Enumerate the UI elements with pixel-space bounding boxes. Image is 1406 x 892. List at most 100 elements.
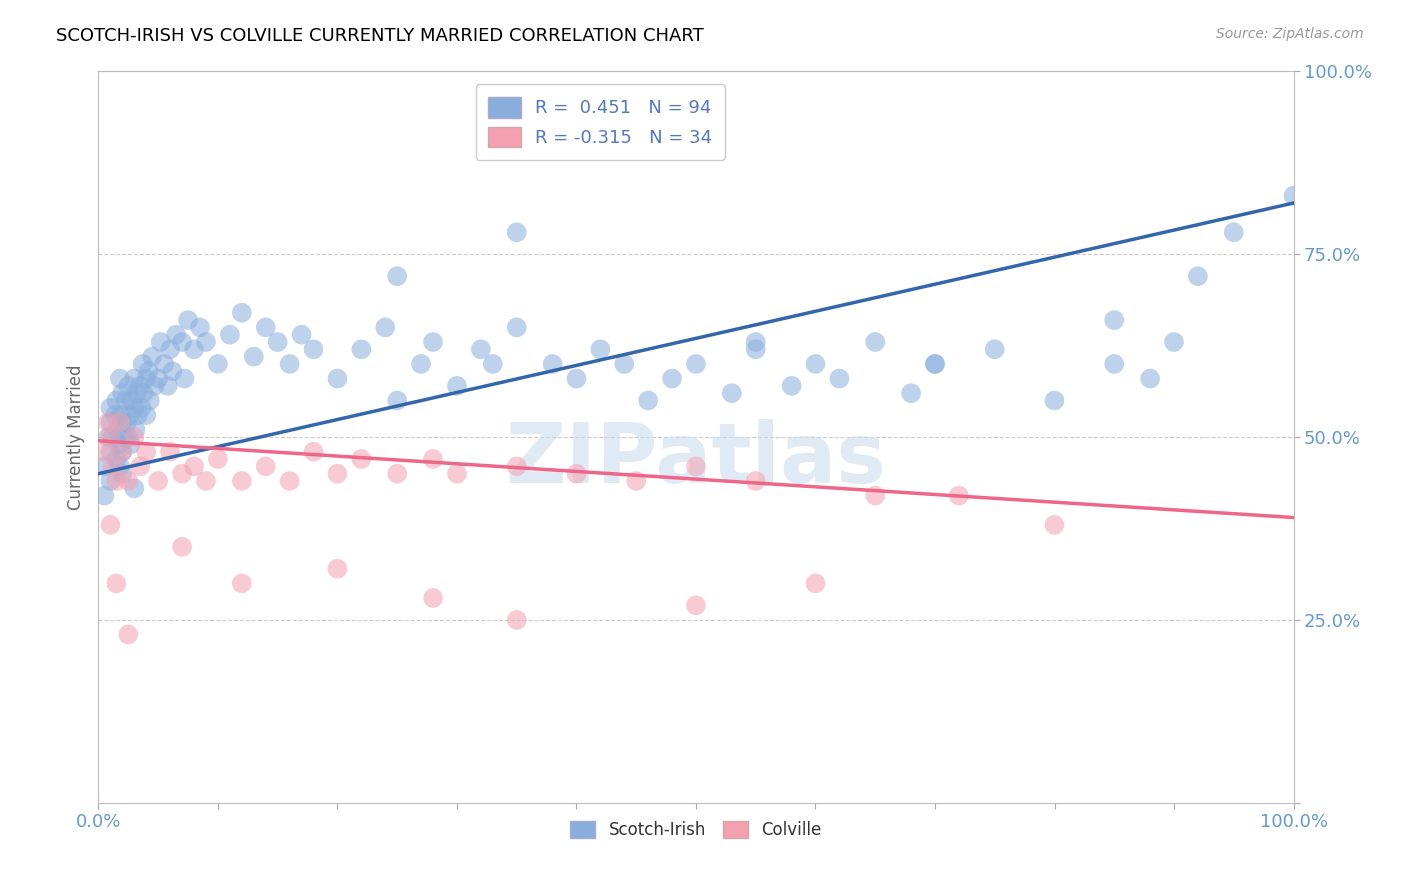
Point bbox=[231, 474, 253, 488]
Point bbox=[231, 576, 253, 591]
Point bbox=[924, 357, 946, 371]
Point bbox=[148, 474, 170, 488]
Point bbox=[105, 576, 128, 591]
Point bbox=[1104, 313, 1126, 327]
Point bbox=[385, 467, 409, 481]
Point bbox=[107, 437, 129, 451]
Point bbox=[111, 416, 134, 430]
Point bbox=[948, 489, 970, 503]
Point bbox=[172, 334, 194, 349]
Text: Source: ZipAtlas.com: Source: ZipAtlas.com bbox=[1216, 27, 1364, 41]
Point bbox=[745, 334, 768, 349]
Point bbox=[302, 444, 325, 458]
Point bbox=[159, 444, 181, 458]
Point bbox=[243, 350, 266, 364]
Point bbox=[129, 459, 152, 474]
Point bbox=[173, 371, 195, 385]
Point bbox=[98, 517, 122, 532]
Point bbox=[98, 430, 122, 444]
Point bbox=[422, 334, 444, 349]
Point bbox=[685, 357, 707, 371]
Y-axis label: Currently Married: Currently Married bbox=[66, 364, 84, 510]
Point bbox=[111, 444, 134, 458]
Point bbox=[118, 408, 141, 422]
Point bbox=[1139, 371, 1161, 385]
Point bbox=[422, 591, 444, 605]
Point bbox=[124, 401, 146, 415]
Point bbox=[148, 371, 170, 385]
Point bbox=[97, 430, 120, 444]
Point bbox=[93, 459, 115, 474]
Point bbox=[302, 343, 325, 357]
Point bbox=[105, 452, 128, 467]
Point bbox=[506, 613, 529, 627]
Point bbox=[143, 379, 166, 393]
Point bbox=[101, 459, 124, 474]
Point bbox=[1043, 517, 1066, 532]
Point bbox=[411, 357, 433, 371]
Point bbox=[207, 357, 229, 371]
Point bbox=[661, 371, 683, 385]
Point bbox=[291, 327, 314, 342]
Point bbox=[565, 467, 588, 481]
Point bbox=[135, 371, 157, 385]
Point bbox=[101, 430, 124, 444]
Point bbox=[188, 320, 211, 334]
Point bbox=[278, 474, 301, 488]
Point bbox=[108, 416, 131, 430]
Point bbox=[385, 393, 409, 408]
Point bbox=[135, 408, 157, 422]
Point bbox=[1282, 188, 1305, 202]
Point bbox=[183, 343, 205, 357]
Point bbox=[125, 386, 148, 401]
Point bbox=[626, 474, 648, 488]
Point bbox=[98, 474, 122, 488]
Point bbox=[254, 459, 277, 474]
Point bbox=[804, 357, 827, 371]
Point bbox=[98, 444, 122, 458]
Point bbox=[195, 474, 218, 488]
Point bbox=[565, 371, 588, 385]
Point bbox=[162, 364, 184, 378]
Point bbox=[254, 320, 277, 334]
Point bbox=[195, 334, 218, 349]
Point bbox=[924, 357, 946, 371]
Point bbox=[120, 437, 142, 451]
Point bbox=[124, 423, 146, 437]
Point bbox=[149, 334, 172, 349]
Point bbox=[267, 334, 290, 349]
Point bbox=[117, 379, 139, 393]
Point bbox=[153, 357, 176, 371]
Point bbox=[138, 364, 160, 378]
Point bbox=[721, 386, 744, 401]
Point bbox=[165, 327, 187, 342]
Point bbox=[105, 393, 128, 408]
Point bbox=[1104, 357, 1126, 371]
Point bbox=[637, 393, 659, 408]
Point bbox=[828, 371, 851, 385]
Point bbox=[207, 452, 229, 467]
Point bbox=[172, 540, 194, 554]
Point bbox=[131, 357, 153, 371]
Point bbox=[446, 467, 468, 481]
Point bbox=[1187, 269, 1209, 284]
Point bbox=[93, 489, 115, 503]
Point bbox=[108, 371, 131, 385]
Point bbox=[172, 467, 194, 481]
Point bbox=[108, 459, 131, 474]
Point bbox=[110, 408, 132, 422]
Point bbox=[117, 430, 139, 444]
Point bbox=[104, 408, 127, 422]
Point bbox=[132, 386, 155, 401]
Point bbox=[865, 489, 887, 503]
Point bbox=[121, 393, 143, 408]
Point bbox=[124, 371, 146, 385]
Point bbox=[984, 343, 1007, 357]
Point bbox=[97, 416, 120, 430]
Point bbox=[111, 386, 134, 401]
Point bbox=[613, 357, 636, 371]
Point bbox=[470, 343, 492, 357]
Point bbox=[1223, 225, 1246, 239]
Point bbox=[446, 379, 468, 393]
Point bbox=[350, 452, 373, 467]
